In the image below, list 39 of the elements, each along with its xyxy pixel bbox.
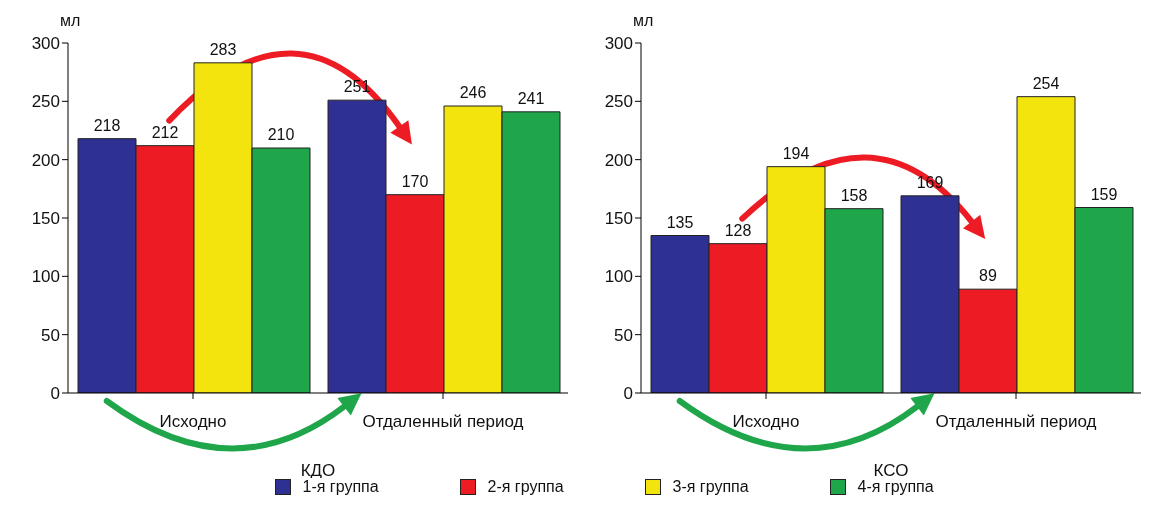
- data-label: 246: [459, 84, 487, 101]
- y-tick-label: 300: [31, 34, 60, 54]
- y-tick-label: 200: [604, 150, 633, 170]
- y-tick-label: 200: [31, 150, 60, 170]
- data-label: 254: [1032, 74, 1060, 92]
- y-tick-label: 250: [31, 92, 60, 112]
- y-tick-label: 100: [604, 267, 633, 287]
- x-tick-label: Исходно: [159, 412, 227, 432]
- y-tick-label: 300: [604, 34, 633, 54]
- x-tick-label: Исходно: [732, 412, 800, 432]
- data-label: 170: [401, 172, 429, 190]
- data-label: 194: [782, 144, 810, 162]
- legend-label: 4-я группа: [857, 478, 934, 496]
- data-label: 210: [267, 126, 295, 143]
- legend-label: 2-я группа: [487, 478, 564, 496]
- x-tick-label: Отдаленный период: [935, 412, 1097, 432]
- data-label: 241: [517, 89, 545, 107]
- data-label: 218: [93, 116, 121, 134]
- data-label: 158: [840, 186, 868, 204]
- y-tick-label: 100: [31, 267, 60, 287]
- y-axis-title: мл: [633, 12, 654, 30]
- data-label: 283: [209, 40, 237, 58]
- y-tick-label: 150: [31, 209, 60, 229]
- y-tick-label: 50: [614, 325, 633, 345]
- data-label: 159: [1090, 185, 1118, 203]
- y-tick-label: 150: [604, 209, 633, 229]
- x-axis-title: КСО: [873, 461, 909, 480]
- data-label: 135: [666, 213, 694, 231]
- legend-label: 1-я группа: [302, 478, 379, 496]
- y-axis-title: мл: [60, 12, 81, 30]
- data-label: 128: [724, 221, 752, 239]
- y-tick-label: 250: [604, 92, 633, 112]
- y-tick-label: 0: [623, 384, 633, 404]
- x-tick-label: Отдаленный период: [362, 412, 524, 432]
- y-tick-label: 50: [41, 325, 60, 345]
- y-tick-label: 0: [50, 384, 60, 404]
- data-label: 212: [151, 123, 179, 141]
- legend-label: 3-я группа: [672, 478, 749, 496]
- data-label: 89: [979, 267, 997, 285]
